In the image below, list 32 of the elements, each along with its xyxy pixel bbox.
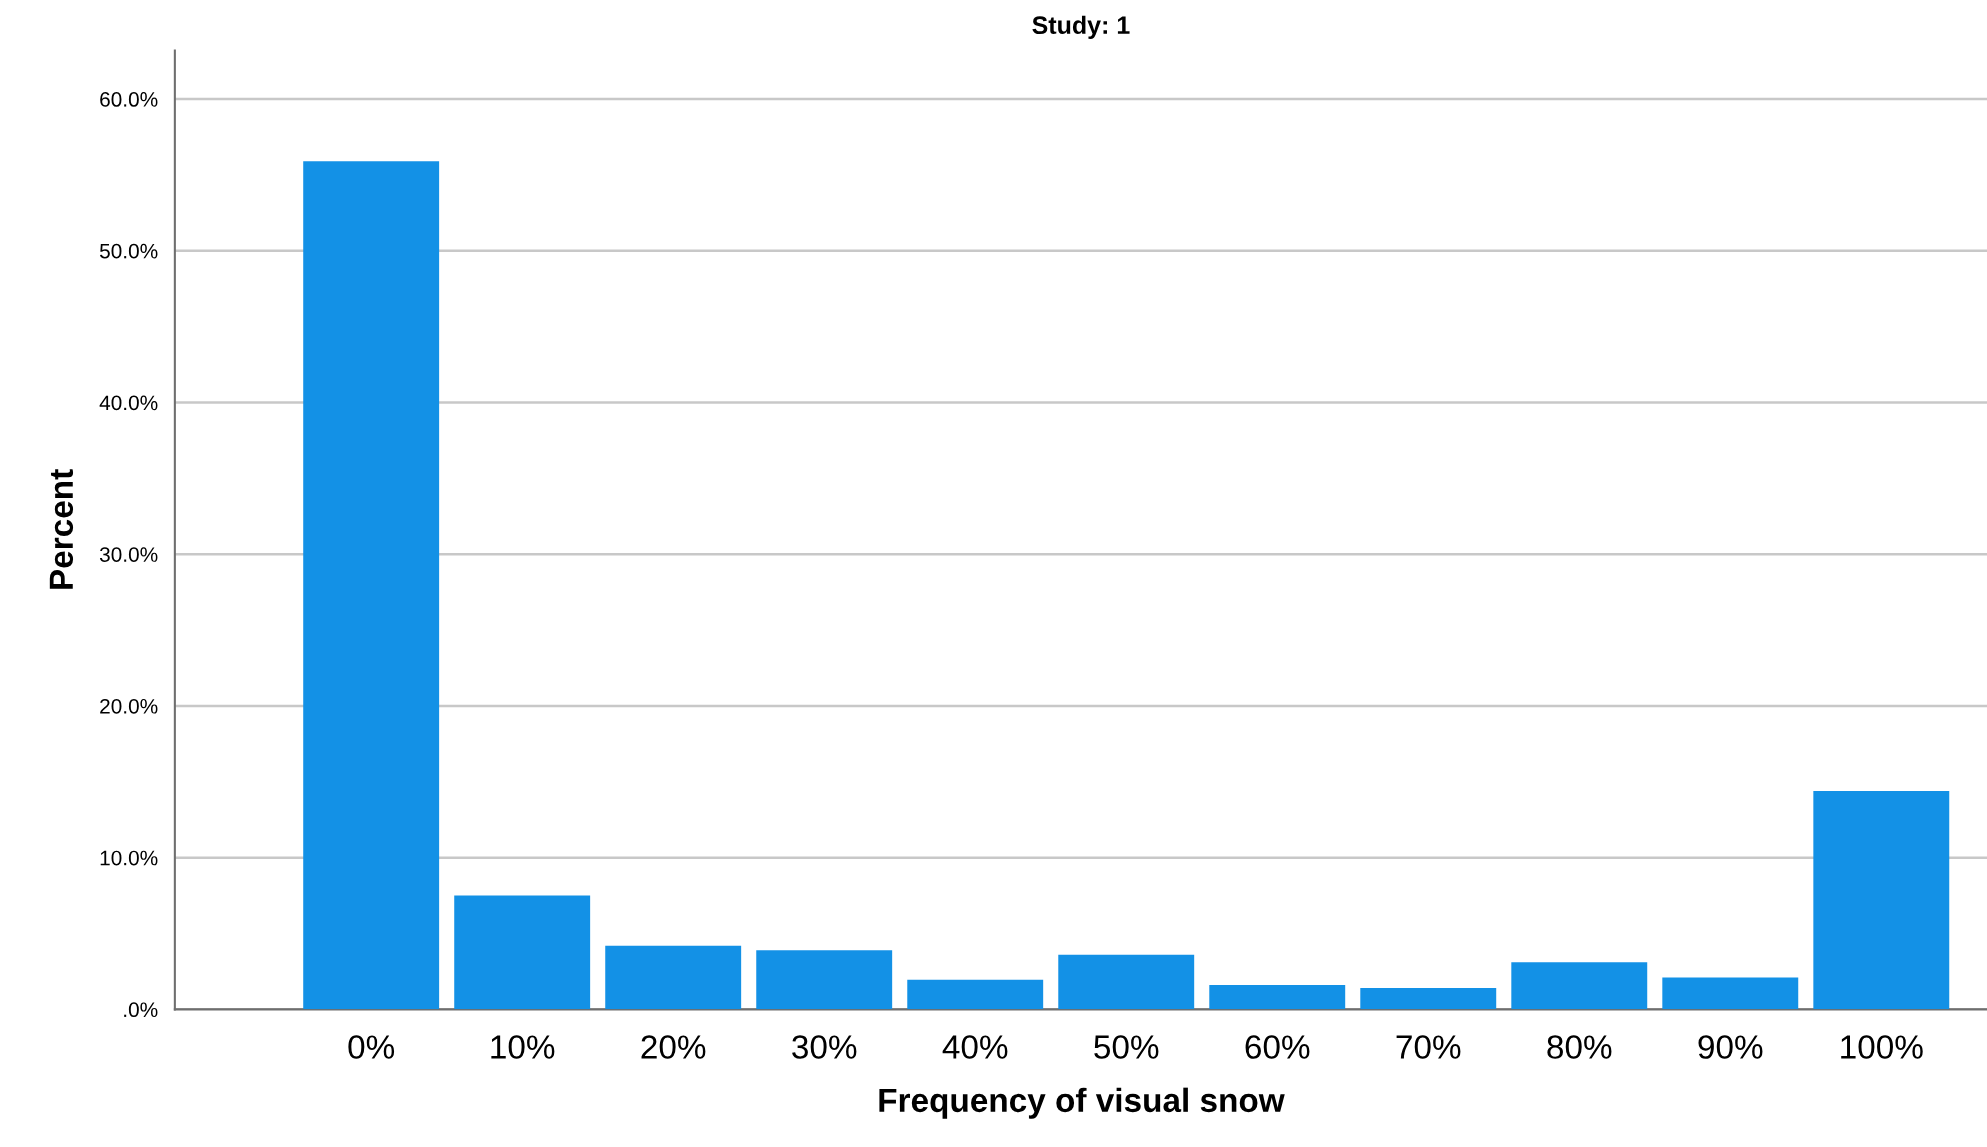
y-tick-label: .0% — [124, 1002, 158, 1018]
bar — [907, 979, 1044, 1010]
y-tick-label: 60.0% — [100, 92, 158, 107]
x-tick-label: 90% — [1698, 1035, 1763, 1059]
y-tick-label: 20.0% — [100, 698, 158, 714]
x-axis-title: Frequency of visual snow — [879, 1087, 1285, 1119]
bar — [1662, 977, 1799, 1010]
bar — [1209, 985, 1346, 1010]
x-tick-label: 70% — [1396, 1035, 1461, 1059]
x-tick-label: 60% — [1245, 1035, 1310, 1059]
x-tick-label: 50% — [1094, 1035, 1159, 1059]
x-tick-label: 0% — [348, 1035, 395, 1059]
y-axis-title: Percent — [49, 469, 74, 589]
bar — [454, 895, 591, 1010]
x-tick-label: 20% — [641, 1035, 706, 1059]
x-tick-label: 40% — [942, 1035, 1008, 1059]
bar — [1813, 790, 1950, 1010]
bar — [1360, 988, 1497, 1010]
chart-title: Study: 1 — [1032, 15, 1130, 39]
y-tick-label: 50.0% — [99, 243, 158, 259]
bar — [1511, 962, 1648, 1010]
bar — [1058, 954, 1195, 1010]
x-tick-label: 30% — [792, 1035, 857, 1059]
bar — [605, 945, 742, 1010]
bar — [303, 161, 440, 1010]
y-tick-label: 40.0% — [99, 395, 158, 411]
x-tick-label: 10% — [491, 1035, 555, 1059]
x-tick-label: 80% — [1547, 1035, 1612, 1059]
y-tick-label: 10.0% — [100, 850, 158, 866]
bar — [756, 950, 893, 1010]
y-tick-label: 30.0% — [99, 547, 158, 562]
x-tick-label: 100% — [1841, 1035, 1923, 1059]
